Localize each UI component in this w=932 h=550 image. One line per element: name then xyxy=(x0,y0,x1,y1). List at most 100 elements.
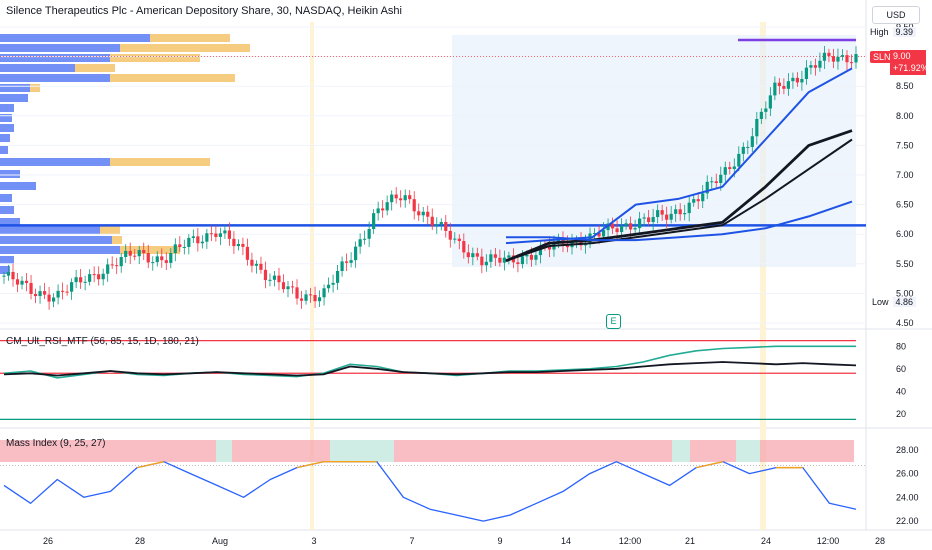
candle-body xyxy=(750,136,754,147)
candle-body xyxy=(624,223,628,226)
rsi-tick-label: 80 xyxy=(896,341,906,351)
volume-profile-bar xyxy=(0,134,10,142)
volume-profile-bar xyxy=(112,236,122,244)
session-highlight xyxy=(760,22,766,530)
candle-body xyxy=(345,261,349,263)
mass-indicator-label[interactable]: Mass Index (9, 25, 27) xyxy=(6,438,106,449)
candle-body xyxy=(818,60,822,68)
volume-profile-bar xyxy=(150,34,230,42)
volume-profile-bar xyxy=(0,114,12,122)
mass-tick-label: 24.00 xyxy=(896,492,919,502)
candle-body xyxy=(597,233,601,237)
candle-body xyxy=(444,221,448,231)
candle-body xyxy=(502,257,506,263)
volume-profile xyxy=(0,34,250,274)
mass-y-axis: 28.00 26.00 24.00 22.00 xyxy=(896,445,919,526)
candle-body xyxy=(313,294,317,302)
candle-body xyxy=(2,275,6,277)
rsi-tick-label: 20 xyxy=(896,409,906,419)
candle-body xyxy=(299,298,304,301)
candle-body xyxy=(696,199,700,202)
candle-body xyxy=(160,256,164,261)
candle-body xyxy=(155,256,159,263)
candle-body xyxy=(678,209,682,215)
candle-body xyxy=(88,274,92,282)
mass-signal-band xyxy=(232,440,330,462)
volume-profile-bar xyxy=(0,104,14,112)
candle-body xyxy=(822,52,827,61)
candle-body xyxy=(335,271,340,283)
candle-body xyxy=(795,77,799,83)
price-series xyxy=(0,26,866,324)
candle-body xyxy=(286,286,290,290)
ticker-badge: SLN xyxy=(870,51,894,63)
candle-body xyxy=(61,290,65,292)
candle-body xyxy=(11,271,15,280)
candle-body xyxy=(719,174,723,184)
time-tick-label: 24 xyxy=(761,536,771,546)
mass-signal-band xyxy=(394,440,672,462)
rsi-line xyxy=(3,361,857,377)
time-tick-label: 26 xyxy=(43,536,53,546)
candle-body xyxy=(516,262,520,265)
candle-body xyxy=(304,294,308,301)
volume-profile-bar xyxy=(0,74,110,82)
volume-profile-bar xyxy=(0,64,75,72)
candle-body xyxy=(92,274,96,276)
mass-signal-band xyxy=(216,440,232,462)
volume-profile-bar xyxy=(120,246,180,254)
candle-body xyxy=(705,181,709,194)
candle-body xyxy=(746,146,750,148)
candle-body xyxy=(322,288,326,298)
candle-body xyxy=(845,55,849,63)
volume-profile-bar xyxy=(0,34,150,42)
candle-body xyxy=(421,211,425,216)
rsi-indicator-label[interactable]: CM_Ult_RSI_MTF (56, 85, 15, 1D, 180, 21) xyxy=(6,336,199,347)
candle-body xyxy=(137,250,141,257)
mass-signal-band xyxy=(690,440,736,462)
candle-body xyxy=(65,291,69,293)
candle-body xyxy=(218,233,222,237)
candle-body xyxy=(268,279,272,281)
volume-profile-bar xyxy=(0,226,100,234)
candle-body xyxy=(723,167,727,175)
candle-body xyxy=(687,202,691,214)
currency-button[interactable]: USD xyxy=(872,6,920,24)
candle-body xyxy=(601,230,606,237)
candle-body xyxy=(610,223,615,229)
candle-body xyxy=(56,290,60,298)
candle-body xyxy=(200,241,204,244)
candle-body xyxy=(119,257,123,267)
candle-body xyxy=(840,55,845,57)
candle-body xyxy=(317,297,322,302)
candle-body xyxy=(493,254,497,258)
candle-body xyxy=(42,291,47,295)
candle-body xyxy=(83,281,87,283)
candle-body xyxy=(651,217,655,223)
candle-body xyxy=(592,233,597,235)
candle-body xyxy=(101,273,105,280)
volume-profile-bar xyxy=(0,54,110,62)
volume-profile-bar xyxy=(0,94,28,102)
candle-body xyxy=(142,250,146,254)
candle-body xyxy=(376,208,380,214)
candle-body xyxy=(47,294,51,302)
candle-body xyxy=(403,195,407,201)
candle-body xyxy=(151,262,155,264)
volume-profile-bar xyxy=(0,146,8,154)
candle-body xyxy=(106,264,110,274)
time-tick-label: 12:00 xyxy=(817,536,840,546)
candle-body xyxy=(20,280,24,285)
volume-profile-bar xyxy=(0,84,30,92)
high-value: 9.39 xyxy=(892,27,917,37)
earnings-marker[interactable]: E xyxy=(606,314,621,329)
candle-body xyxy=(836,56,840,62)
volume-profile-bar xyxy=(0,236,112,244)
price-tick-label: 7.50 xyxy=(896,140,914,150)
candle-body xyxy=(831,56,836,62)
candle-body xyxy=(764,108,768,112)
candle-body xyxy=(223,230,227,234)
candle-body xyxy=(656,210,660,218)
candle-body xyxy=(24,280,29,283)
time-tick-label: 3 xyxy=(311,536,316,546)
